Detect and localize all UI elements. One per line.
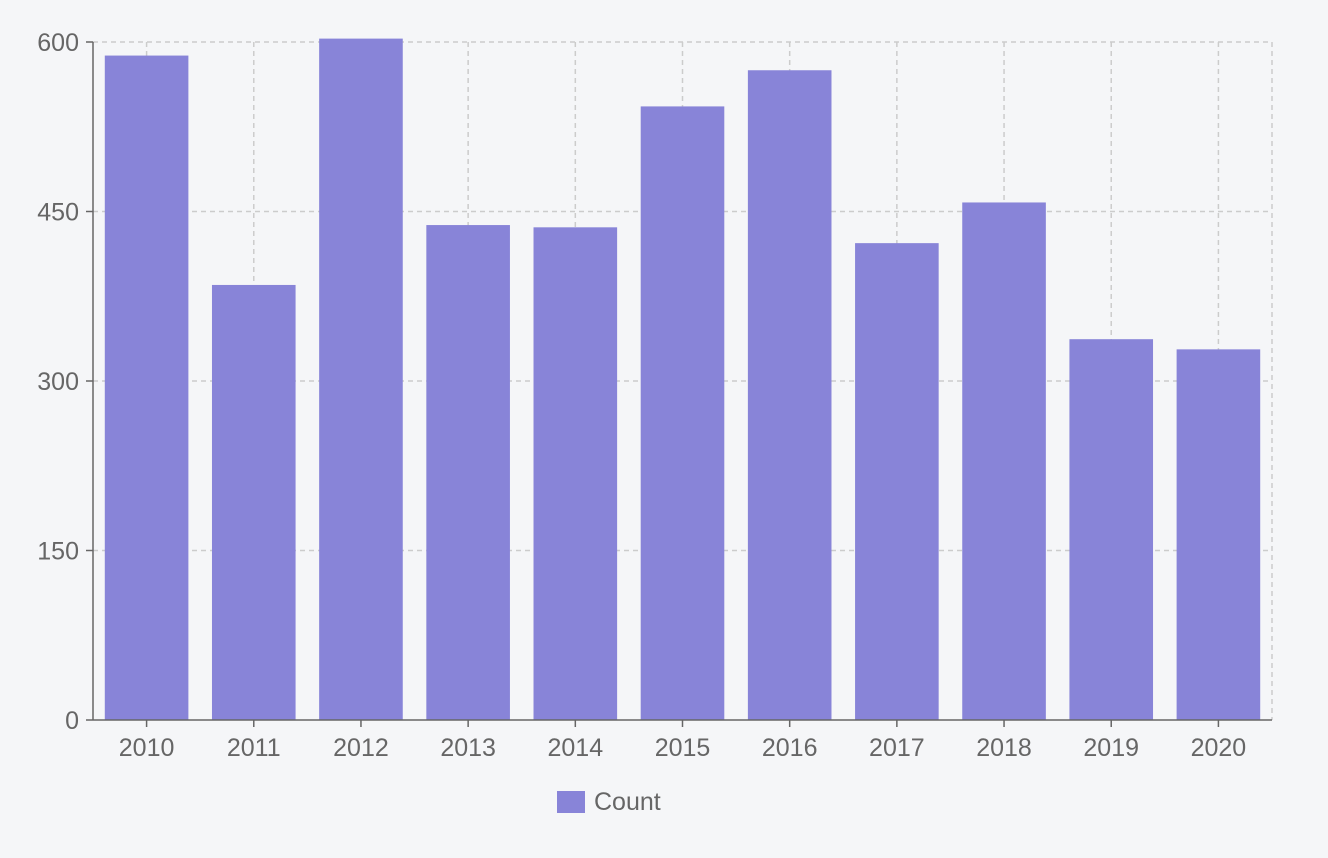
x-tick-label: 2019: [1083, 734, 1139, 762]
y-tick-label: 150: [37, 538, 79, 566]
bar-2011[interactable]: [211, 284, 296, 720]
x-tick-label: 2012: [333, 734, 389, 762]
x-tick-label: 2017: [869, 734, 925, 762]
x-tick-label: 2010: [119, 734, 175, 762]
legend-swatch-count: [557, 791, 585, 813]
x-tick-label: 2013: [440, 734, 496, 762]
bar-2015[interactable]: [640, 106, 725, 720]
x-tick-label: 2020: [1191, 734, 1247, 762]
x-axis-ticks: 2010 2011 2012 2013 2014 2015 2016 2017 2018 2019…: [119, 720, 1246, 762]
x-tick-label: 2016: [762, 734, 818, 762]
bar-2020[interactable]: [1176, 349, 1261, 720]
y-tick-label: 300: [37, 368, 79, 396]
bar-2013[interactable]: [426, 225, 510, 720]
x-tick-label: 2011: [227, 734, 281, 762]
bar-2012[interactable]: [319, 38, 403, 721]
y-tick-label: 600: [37, 29, 79, 57]
y-tick-label: 0: [65, 707, 79, 735]
bar-2018[interactable]: [962, 202, 1046, 720]
y-tick-label: 450: [37, 199, 79, 227]
legend-label-count: Count: [594, 788, 661, 816]
bar-2016[interactable]: [747, 70, 832, 720]
bars: [104, 38, 1261, 721]
bar-2014[interactable]: [533, 227, 618, 720]
bar-2010[interactable]: [104, 55, 189, 721]
x-tick-label: 2018: [976, 734, 1032, 762]
bar-2017[interactable]: [855, 243, 939, 720]
legend: Count: [557, 788, 661, 816]
bar-2019[interactable]: [1069, 339, 1154, 720]
x-tick-label: 2014: [548, 734, 604, 762]
x-tick-label: 2015: [655, 734, 711, 762]
y-axis-ticks: 0 150 300 450 600: [37, 29, 93, 735]
